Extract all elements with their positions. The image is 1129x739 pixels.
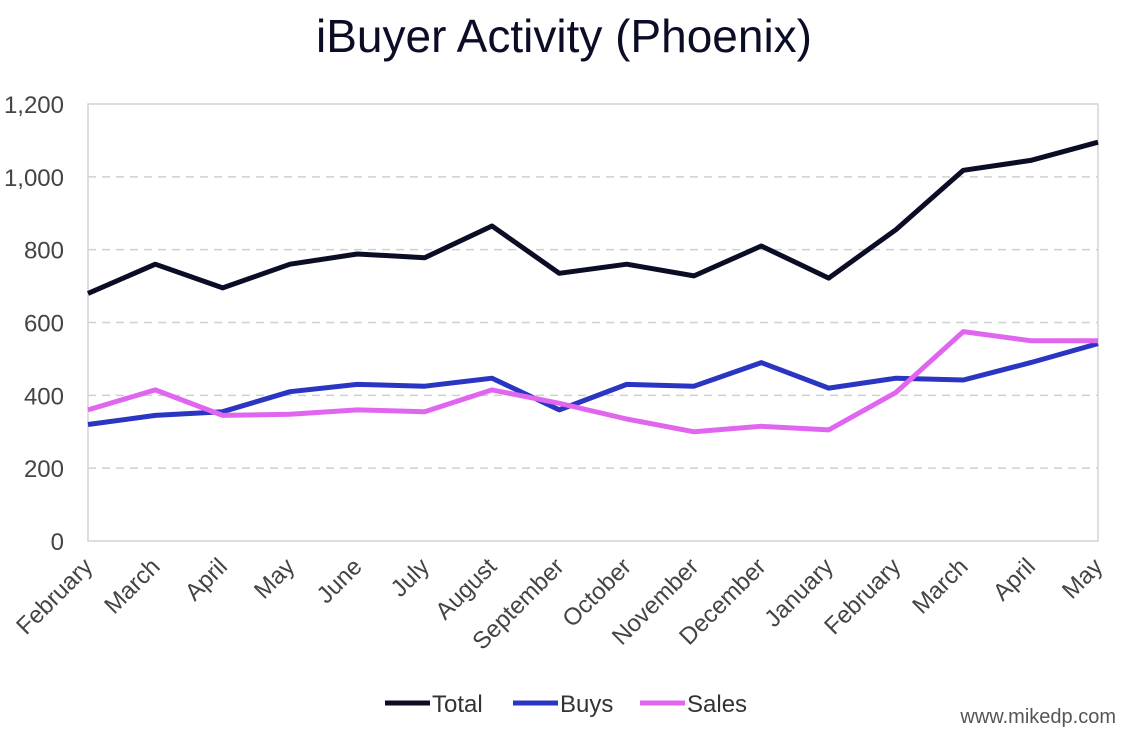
- series-line-sales: [87, 329, 1098, 435]
- y-tick-label: 800: [24, 238, 64, 265]
- gridlines: [88, 176, 1098, 469]
- chart-title: iBuyer Activity (Phoenix): [316, 10, 812, 62]
- x-tick-label: March: [907, 553, 973, 619]
- x-tick-label: June: [312, 553, 368, 609]
- legend: Total Buys Sales: [385, 691, 747, 718]
- y-tick-label: 400: [24, 383, 64, 410]
- x-tick-label: May: [1057, 553, 1108, 604]
- y-tick-label: 600: [24, 311, 64, 338]
- y-tick-label: 1,000: [4, 165, 64, 192]
- x-tick-label: April: [180, 553, 233, 606]
- legend-label-buys: Buys: [560, 691, 613, 718]
- plot-area-border: [87, 103, 1099, 542]
- y-axis-ticks: 0 200 400 600 800 1,000 1,200: [4, 92, 64, 556]
- x-tick-label: July: [386, 553, 435, 602]
- series-line-buys: [87, 341, 1099, 427]
- y-tick-label: 0: [51, 529, 64, 556]
- legend-label-total: Total: [432, 691, 483, 718]
- x-tick-label: February: [11, 553, 98, 640]
- x-tick-label: May: [249, 553, 300, 604]
- legend-label-sales: Sales: [687, 691, 747, 718]
- series-lines: [87, 139, 1099, 435]
- series-line-total: [87, 139, 1099, 296]
- x-tick-label: April: [988, 553, 1041, 606]
- x-tick-label: March: [99, 553, 165, 619]
- watermark: www.mikedp.com: [959, 706, 1116, 728]
- y-tick-label: 1,200: [4, 92, 64, 119]
- x-axis-ticks: February March April May June JulyAugustSepte…: [11, 553, 1108, 655]
- y-tick-label: 200: [24, 456, 64, 483]
